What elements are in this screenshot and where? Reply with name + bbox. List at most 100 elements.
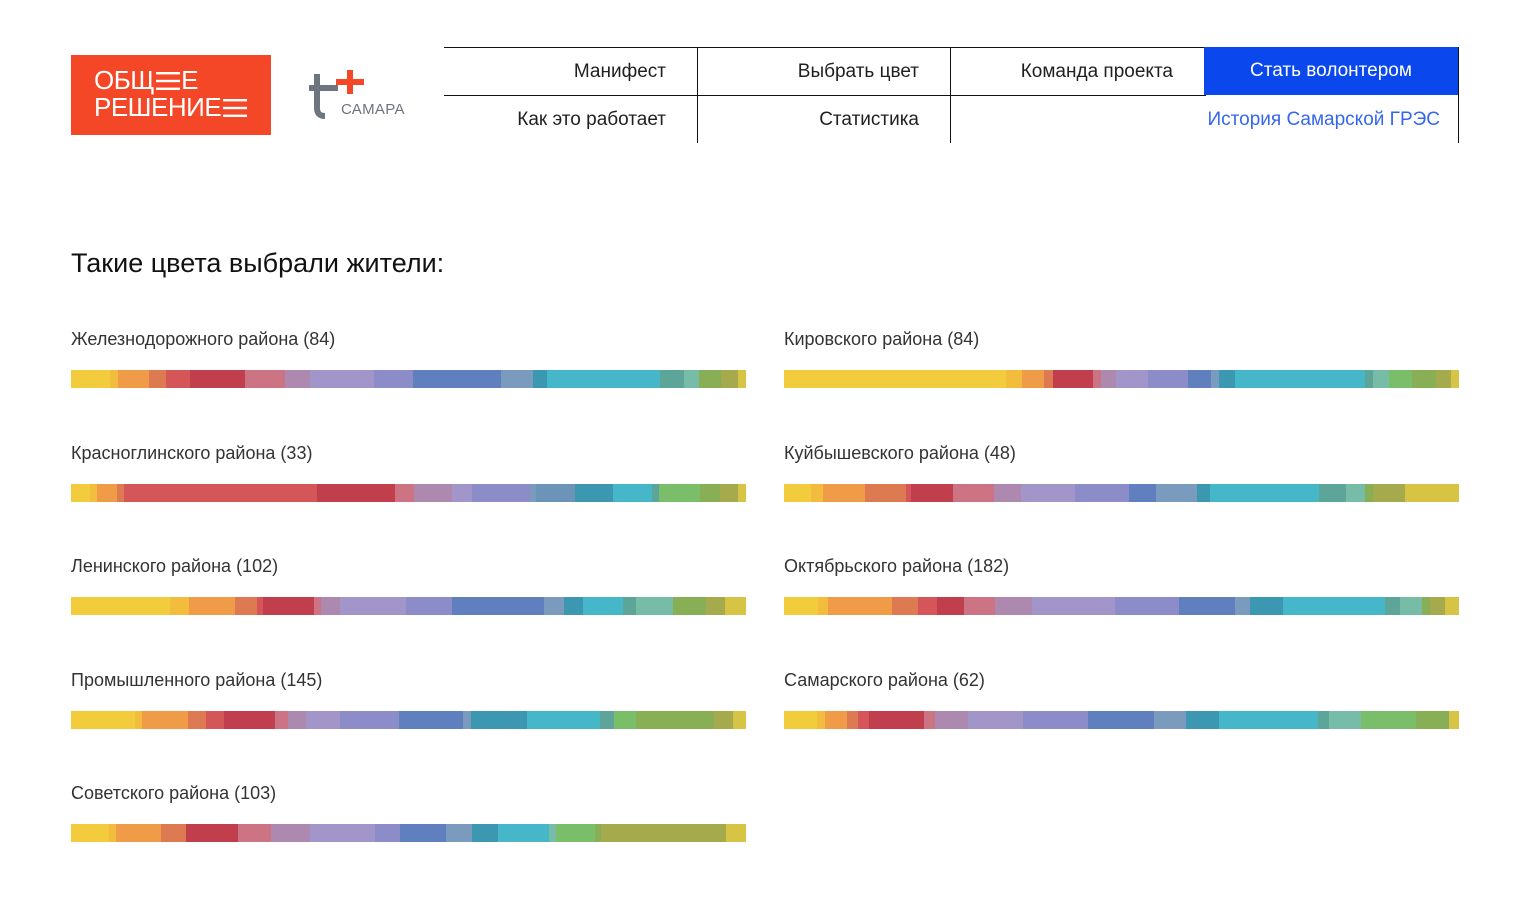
color-segment <box>784 484 811 502</box>
color-segment <box>223 711 275 729</box>
color-segment <box>622 597 636 615</box>
color-segment <box>1006 370 1023 388</box>
color-segment <box>1404 484 1459 502</box>
color-segment <box>71 484 90 502</box>
color-distribution-bar <box>71 370 746 388</box>
color-segment <box>1053 370 1093 388</box>
color-segment <box>245 370 285 388</box>
color-segment <box>532 370 548 388</box>
volunteer-button[interactable]: Стать волонтером <box>1204 47 1458 95</box>
color-segment <box>1219 370 1235 388</box>
color-segment <box>544 597 564 615</box>
color-segment <box>601 824 727 842</box>
district-item: Ленинского района (102) <box>71 555 746 615</box>
color-segment <box>1365 484 1374 502</box>
color-segment <box>1219 711 1318 729</box>
color-segment <box>1435 370 1452 388</box>
color-distribution-bar <box>784 370 1459 388</box>
color-segment <box>305 711 340 729</box>
color-segment <box>672 597 706 615</box>
color-segment <box>316 484 395 502</box>
color-segment <box>784 597 818 615</box>
color-segment <box>1186 711 1220 729</box>
color-segment <box>1129 484 1156 502</box>
logo-stripes-icon <box>223 99 248 117</box>
color-segment <box>858 711 870 729</box>
color-segment <box>699 484 720 502</box>
color-segment <box>1448 711 1459 729</box>
color-segment <box>118 370 150 388</box>
color-segment <box>71 711 136 729</box>
color-segment <box>374 824 401 842</box>
color-segment <box>1388 370 1413 388</box>
color-segment <box>71 370 111 388</box>
color-segment <box>1023 711 1089 729</box>
color-segment <box>574 484 614 502</box>
color-segment <box>549 824 557 842</box>
color-segment <box>340 597 407 615</box>
color-segment <box>271 824 310 842</box>
partner-logo[interactable]: САМАРА <box>308 70 418 120</box>
site-logo[interactable]: ОБЩ Е РЕШЕНИЕ <box>71 55 271 135</box>
color-distribution-bar <box>71 824 746 842</box>
color-distribution-bar <box>71 597 746 615</box>
color-segment <box>1100 370 1117 388</box>
nav-link-history[interactable]: История Самарской ГРЭС <box>1207 109 1440 130</box>
color-segment <box>400 824 447 842</box>
color-segment <box>869 711 925 729</box>
color-segment <box>256 597 264 615</box>
nav-link-choose-color[interactable]: Выбрать цвет <box>797 61 919 82</box>
color-segment <box>1187 370 1212 388</box>
district-item: Октябрьского района (182) <box>784 555 1459 615</box>
color-segment <box>1022 370 1045 388</box>
color-segment <box>108 824 116 842</box>
nav-link-manifest[interactable]: Манифест <box>573 61 666 82</box>
color-segment <box>547 370 660 388</box>
nav-link-statistics[interactable]: Статистика <box>819 109 919 130</box>
district-item: Самарского района (62) <box>784 669 1459 729</box>
color-segment <box>1116 370 1149 388</box>
color-distribution-bar <box>784 597 1459 615</box>
color-segment <box>738 370 746 388</box>
color-segment <box>1384 597 1400 615</box>
color-segment <box>123 484 317 502</box>
color-segment <box>613 711 636 729</box>
color-segment <box>500 370 533 388</box>
color-distribution-bar <box>784 484 1459 502</box>
color-segment <box>1250 597 1284 615</box>
color-segment <box>186 824 239 842</box>
color-segment <box>905 484 912 502</box>
color-segment <box>658 484 700 502</box>
color-segment <box>320 597 341 615</box>
color-segment <box>188 597 236 615</box>
color-segment <box>205 711 224 729</box>
color-segment <box>683 370 699 388</box>
color-segment <box>935 711 968 729</box>
color-segment <box>160 824 187 842</box>
color-segment <box>659 370 684 388</box>
color-segment <box>166 370 190 388</box>
color-segment <box>170 597 189 615</box>
color-segment <box>399 711 464 729</box>
color-segment <box>1451 370 1459 388</box>
color-segment <box>288 711 306 729</box>
color-segment <box>1415 711 1449 729</box>
color-segment <box>1429 597 1446 615</box>
color-segment <box>1235 597 1251 615</box>
nav-link-team[interactable]: Команда проекта <box>1020 61 1173 82</box>
district-label: Железнодорожного района (84) <box>71 329 336 349</box>
color-segment <box>994 484 1021 502</box>
color-segment <box>471 484 530 502</box>
page-title: Такие цвета выбрали жители: <box>71 248 445 278</box>
color-segment <box>1210 484 1320 502</box>
color-segment <box>911 484 953 502</box>
district-label: Куйбышевского района (48) <box>784 443 1016 463</box>
color-segment <box>726 824 746 842</box>
nav-link-how-it-works[interactable]: Как это работает <box>517 109 666 130</box>
color-segment <box>1317 711 1329 729</box>
color-segment <box>71 597 171 615</box>
nav-divider-vertical <box>1458 48 1459 143</box>
color-segment <box>374 370 413 388</box>
color-segment <box>497 824 550 842</box>
district-item: Советского района (103) <box>71 782 746 842</box>
